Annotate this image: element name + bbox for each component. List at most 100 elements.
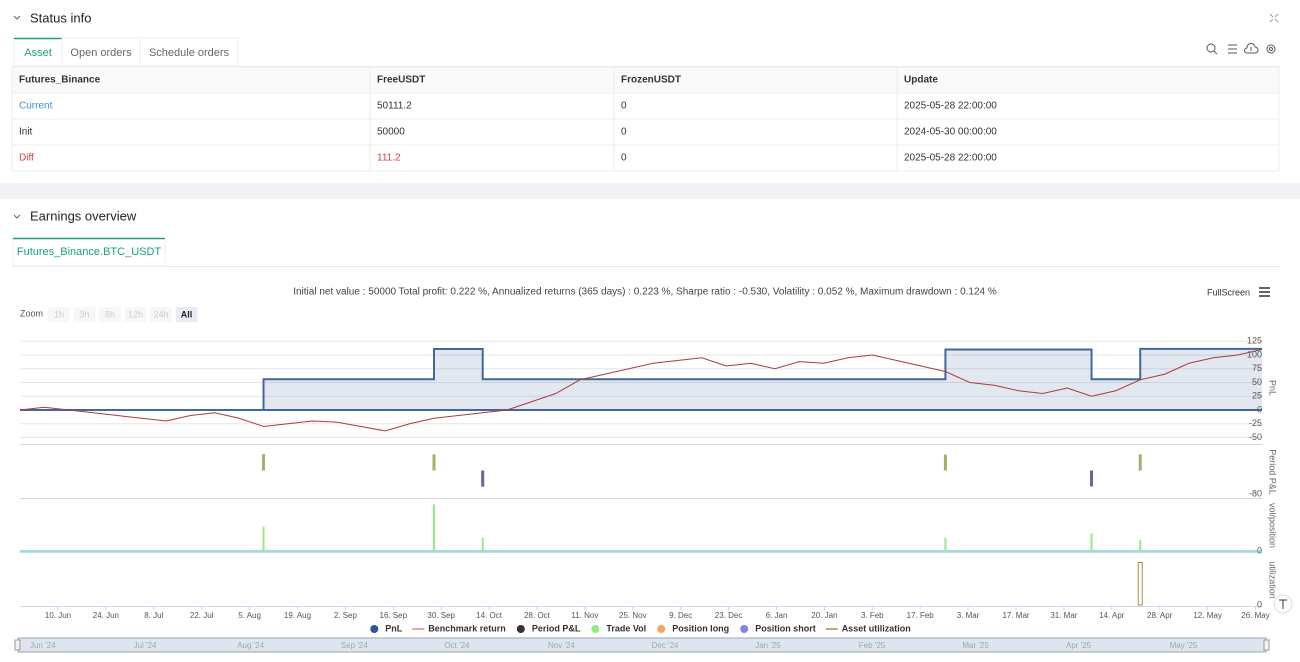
navigator-label: Feb '25 (859, 641, 886, 650)
navigator-label: Mar '25 (962, 641, 989, 650)
navigator-label: Oct '24 (444, 641, 470, 650)
settings-icon[interactable] (1269, 47, 1273, 51)
zoom-button[interactable] (99, 307, 121, 322)
column-header: Futures_Binance (19, 75, 101, 86)
navigator-handle[interactable] (14, 639, 21, 651)
x-tick-label: 17. Feb (907, 611, 935, 620)
panel-title: Status info (30, 10, 91, 25)
x-tick-label: 8. Jul (144, 611, 163, 620)
y-tick-label: 125 (1247, 336, 1262, 346)
zoom-button[interactable] (175, 307, 198, 322)
legend-label[interactable]: Position long (672, 623, 729, 633)
hamburger[interactable] (1259, 287, 1270, 297)
x-tick-label: 12. May (1193, 611, 1221, 620)
navigator-label: Nov '24 (548, 641, 575, 650)
panel-title: Earnings overview (30, 208, 137, 223)
navigator-label: Aug '24 (237, 641, 264, 650)
x-tick-label: 5. Aug (238, 611, 261, 620)
legend-symbol (370, 625, 379, 633)
navigator-label: Sep '24 (341, 641, 368, 650)
y-tick-label: 0 (1257, 599, 1262, 609)
x-tick-label: 26. May (1241, 611, 1269, 620)
x-tick-label: 31. Mar (1050, 611, 1077, 620)
legend-label[interactable]: Benchmark return (428, 623, 506, 633)
menu-icon[interactable] (1228, 44, 1237, 54)
scroll-top-icon[interactable] (1279, 599, 1287, 609)
cloud-icon[interactable] (1244, 43, 1259, 54)
tab[interactable] (139, 37, 239, 67)
legend-label[interactable]: Trade Vol (606, 623, 646, 633)
x-tick-label: 11. Nov (571, 611, 598, 620)
navigator-label: May '25 (1170, 641, 1198, 650)
table-row (11, 144, 1280, 172)
trade-vol-bar (1090, 533, 1093, 551)
tab-label[interactable]: Open orders (70, 47, 132, 59)
zoom-button[interactable] (48, 307, 70, 322)
zoom-button-label[interactable]: 1h (54, 309, 64, 319)
utilization-bar (1137, 562, 1143, 606)
navigator-label: Apr '25 (1066, 641, 1092, 650)
expand-icon[interactable] (1269, 13, 1279, 23)
period-pnl-bar (943, 454, 947, 471)
column-header: FrozenUSDT (621, 75, 681, 86)
panel-gap (0, 183, 1300, 199)
collapse-icon[interactable] (13, 214, 21, 219)
tab[interactable] (12, 237, 166, 267)
x-tick-label: 9. Dec (669, 611, 692, 620)
trade-vol-bar (481, 537, 484, 551)
zoom-button[interactable] (150, 307, 172, 322)
navigator-handle[interactable] (1263, 639, 1270, 651)
zoom-button-label[interactable]: 8h (105, 309, 115, 319)
zoom-button[interactable] (73, 307, 96, 322)
navigator-label: Jan '25 (755, 641, 781, 650)
zoom-button-label[interactable]: All (181, 309, 193, 319)
period-pnl-bar (481, 470, 485, 487)
zoom-button-label[interactable]: 24h (153, 309, 168, 319)
y-tick-label: 75 (1252, 363, 1262, 373)
table-cell: 0 (621, 153, 627, 164)
zoom-button-label[interactable]: 12h (128, 309, 143, 319)
navigator-label: Dec '24 (652, 641, 679, 650)
trade-vol-bar (1139, 539, 1142, 551)
tab[interactable] (61, 37, 141, 67)
period-pnl-bar (432, 454, 436, 471)
table-cell: 2025-05-28 22:00:00 (904, 153, 997, 164)
fullscreen-icon[interactable] (1259, 287, 1270, 297)
search-icon[interactable] (1213, 50, 1218, 55)
zoom-button[interactable] (124, 307, 147, 322)
settings-icon[interactable] (1266, 44, 1276, 54)
x-tick-label: 3. Mar (957, 611, 980, 620)
tab-label[interactable]: Futures_Binance.BTC_USDT (17, 246, 162, 258)
period-pnl-bar (1138, 454, 1142, 471)
trade-vol-bar (262, 526, 265, 551)
tab-label[interactable]: Schedule orders (149, 47, 230, 59)
column-header: Update (904, 75, 938, 86)
period-pnl-bar (1090, 470, 1094, 487)
trade-vol-bar (433, 504, 435, 551)
legend-label[interactable]: Period P&L (532, 623, 581, 633)
x-tick-label: 24. Jun (93, 611, 119, 620)
search-icon[interactable] (1206, 43, 1216, 53)
legend-label[interactable]: Asset utilization (842, 623, 911, 633)
y-tick-label: 25 (1252, 391, 1262, 401)
y-tick-label: 0 (1257, 404, 1262, 414)
zoom-button-label[interactable]: 3h (79, 309, 89, 319)
table-cell: 2025-05-28 22:00:00 (904, 101, 997, 112)
x-tick-label: 30. Sep (427, 611, 455, 620)
period-pnl-bar (262, 454, 266, 471)
x-tick-label: 2. Sep (334, 611, 358, 620)
legend-label[interactable]: Position short (755, 623, 816, 633)
legend-label[interactable]: PnL (385, 623, 403, 633)
x-tick-label: 19. Aug (284, 611, 311, 620)
tab-label[interactable]: Asset (24, 47, 52, 59)
benchmark-line (19, 349, 1263, 432)
collapse-icon[interactable] (13, 15, 21, 20)
x-tick-label: 3. Feb (861, 611, 884, 620)
x-tick-label: 28. Apr (1147, 611, 1173, 620)
fullscreen-button[interactable]: FullScreen (1207, 287, 1250, 297)
axis-title: Period P&L (1268, 449, 1278, 495)
x-tick-label: 25. Nov (619, 611, 647, 620)
